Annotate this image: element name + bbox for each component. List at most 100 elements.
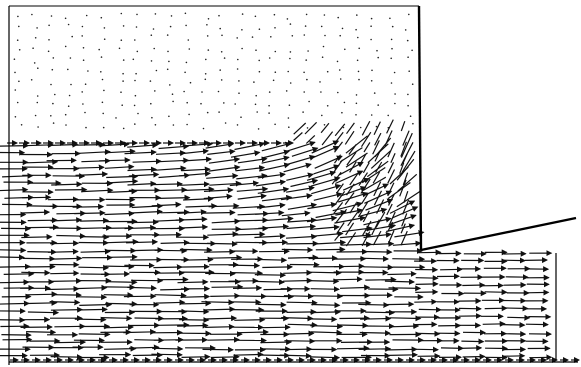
field-dot <box>64 45 67 48</box>
flow-vector <box>237 193 267 200</box>
field-dot <box>100 71 102 73</box>
flow-vector <box>360 315 392 322</box>
field-dot <box>207 18 210 20</box>
flow-vector <box>505 305 529 312</box>
flow-vector <box>306 215 338 223</box>
flow-vector <box>26 158 59 165</box>
field-dot <box>370 38 372 41</box>
field-dot <box>357 70 360 73</box>
field-dot <box>85 126 87 129</box>
field-dot <box>189 81 192 84</box>
field-dot <box>204 78 207 81</box>
field-dot <box>87 70 89 72</box>
field-dot <box>84 111 86 114</box>
field-dot <box>167 50 169 53</box>
field-dot <box>355 94 358 96</box>
flow-vector <box>160 209 190 216</box>
flow-vector <box>1 332 32 339</box>
flow-vector <box>374 150 381 162</box>
flow-vector <box>313 164 340 175</box>
field-dot <box>238 80 240 82</box>
flow-vector <box>362 162 370 174</box>
field-dot <box>303 91 306 93</box>
flow-vector <box>50 270 80 277</box>
field-dot <box>84 83 87 85</box>
field-dot <box>390 82 393 84</box>
flow-vector <box>339 147 363 163</box>
field-dot <box>253 81 255 83</box>
flow-vector <box>361 249 393 255</box>
field-dot <box>101 101 104 104</box>
flow-vector <box>402 172 409 186</box>
flow-vector <box>287 217 317 224</box>
flow-vector <box>386 223 416 233</box>
flow-vector <box>74 316 107 323</box>
field-dot <box>404 29 407 31</box>
field-dot <box>274 50 277 53</box>
field-dot <box>169 84 171 86</box>
flow-vector <box>402 130 410 146</box>
field-dot <box>36 95 39 97</box>
field-dot <box>67 23 70 26</box>
flow-vector <box>340 186 367 197</box>
field-dot <box>220 79 223 81</box>
field-dot <box>336 60 339 63</box>
flow-vector <box>178 170 211 177</box>
field-dot <box>201 91 203 93</box>
flow-vector <box>81 187 114 194</box>
flow-vector <box>256 202 286 209</box>
flow-vector <box>155 150 187 157</box>
flow-vector <box>415 281 439 288</box>
flow-vector <box>461 338 485 345</box>
flow-vector <box>359 330 391 337</box>
flow-vector <box>365 309 395 316</box>
field-dot <box>289 23 292 25</box>
flow-vector <box>281 210 311 217</box>
field-dot <box>14 89 17 91</box>
field-dot <box>387 114 390 117</box>
flow-vector <box>314 239 347 246</box>
flow-vector <box>361 220 372 236</box>
flow-vector <box>27 309 60 316</box>
field-dot <box>320 91 322 93</box>
field-dot <box>150 60 153 62</box>
field-dot <box>149 80 152 82</box>
field-dot <box>18 49 21 51</box>
field-dot <box>406 39 409 42</box>
flow-vector <box>279 352 312 359</box>
field-dot <box>52 102 54 105</box>
flow-vector <box>358 172 369 186</box>
flow-vector <box>72 203 105 210</box>
field-dot <box>303 34 306 36</box>
field-dot <box>50 115 52 117</box>
flow-vector <box>360 255 389 262</box>
field-dot <box>52 122 55 124</box>
field-dot <box>408 70 411 72</box>
flow-vector <box>305 134 316 144</box>
flow-vector <box>396 190 421 208</box>
flow-vector <box>76 141 106 148</box>
field-dot <box>412 122 414 125</box>
field-dot <box>390 57 393 60</box>
field-dot <box>64 17 67 20</box>
flow-vector <box>349 173 359 186</box>
flow-vector <box>80 217 110 224</box>
field-dot <box>411 49 413 52</box>
flow-vector <box>386 119 394 134</box>
field-dot <box>240 116 242 118</box>
field-dot <box>169 25 172 28</box>
flow-vector <box>312 293 344 300</box>
field-dot <box>98 48 100 51</box>
field-dot <box>48 39 50 41</box>
flow-vector <box>346 151 357 166</box>
field-dot <box>389 17 391 20</box>
flow-vector <box>262 293 294 300</box>
flow-vector <box>181 353 211 360</box>
flow-vector <box>127 166 157 173</box>
field-dot <box>134 39 136 41</box>
field-dot <box>287 70 290 73</box>
flow-vector <box>103 324 134 331</box>
flow-vector <box>284 330 315 337</box>
field-dot <box>220 51 223 53</box>
